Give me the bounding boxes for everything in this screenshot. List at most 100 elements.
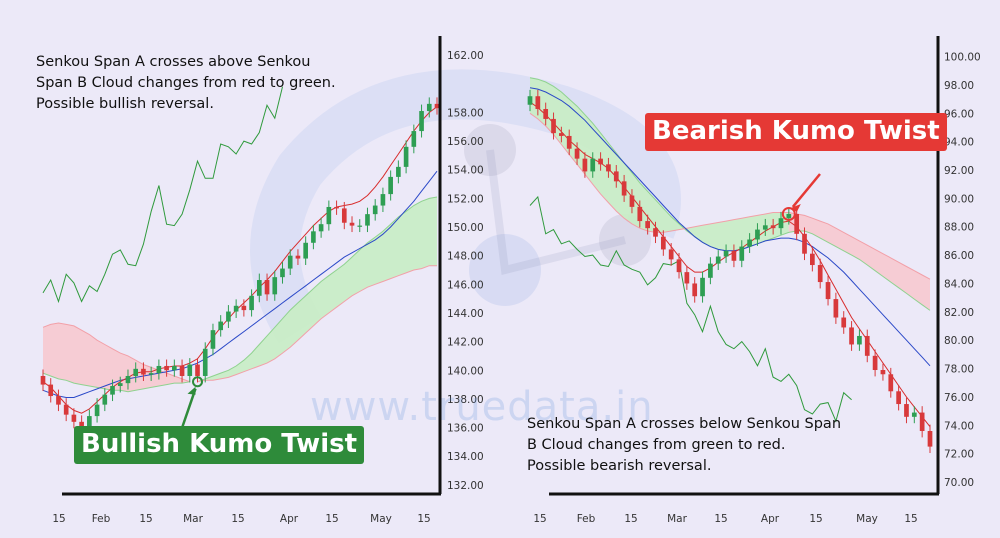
candle-body	[226, 311, 231, 322]
kijun-sen-line	[529, 87, 931, 367]
x-tick-label: 15	[809, 513, 822, 525]
candle-body	[388, 176, 393, 195]
x-tick-label: Feb	[577, 513, 596, 525]
y-tick-label: 152.00	[447, 193, 484, 205]
y-tick-label: 92.00	[944, 165, 974, 177]
candle-body	[613, 171, 619, 182]
candle-body	[380, 194, 386, 206]
candle-body	[133, 368, 139, 376]
candle-body	[841, 317, 847, 328]
candle-body	[810, 253, 815, 266]
candle-body	[904, 404, 909, 417]
candle-body	[318, 224, 324, 232]
logo-link	[486, 149, 626, 275]
candle-body	[849, 327, 854, 345]
twist-arrowhead	[187, 386, 196, 395]
candle-body	[629, 195, 635, 207]
candle-body	[598, 158, 603, 165]
watermark-text: www.truedata.in	[310, 384, 654, 430]
candle-body	[63, 404, 69, 415]
candle-body	[880, 370, 886, 375]
y-tick-label: 142.00	[447, 337, 484, 349]
candle-body	[817, 265, 823, 283]
candle-body	[341, 208, 347, 223]
x-tick-label: 15	[325, 513, 338, 525]
logo-node	[469, 234, 541, 306]
x-tick-label: 15	[624, 513, 637, 525]
y-tick-label: 94.00	[944, 137, 974, 149]
y-tick-label: 156.00	[447, 136, 484, 148]
candle-body	[833, 299, 839, 318]
y-tick-label: 144.00	[447, 308, 484, 320]
x-tick-label: Apr	[280, 513, 299, 525]
candle-body	[411, 131, 417, 147]
x-tick-label: 15	[231, 513, 244, 525]
twist-arrowhead	[790, 203, 801, 212]
candle-body	[40, 375, 46, 385]
candle-body	[326, 206, 332, 225]
y-tick-label: 150.00	[447, 222, 484, 234]
senkou-span-a-line	[197, 196, 438, 383]
y-tick-label: 134.00	[447, 451, 484, 463]
y-tick-label: 162.00	[447, 50, 484, 62]
candle-body	[256, 280, 262, 296]
candle-body	[919, 412, 925, 432]
twist-arrow	[180, 388, 197, 429]
bearish-chart: 100.00 98.00 96.00 94.00 92.00 90.00 88.00 86.0…	[527, 36, 981, 525]
senkou-span-a-line	[42, 372, 190, 393]
bullish-chart: 162.00 158.00 156.00 154.00 152.00 150.00 148.…	[40, 36, 484, 525]
y-tick-label: 86.00	[944, 250, 974, 262]
senkou-span-b-line	[529, 112, 931, 280]
candle-body	[334, 206, 339, 209]
candle-body	[543, 108, 549, 119]
candle-body	[864, 335, 870, 356]
candle-body	[79, 421, 84, 428]
candle-body	[210, 330, 216, 349]
candle-body	[802, 233, 807, 254]
candle-body	[249, 295, 254, 311]
y-tick-label: 138.00	[447, 394, 484, 406]
candle-body	[148, 373, 154, 375]
candle-body	[715, 256, 721, 264]
x-tick-label: 15	[52, 513, 65, 525]
candle-body	[202, 348, 208, 376]
candle-body	[94, 404, 100, 417]
candle-body	[896, 391, 901, 405]
candle-body	[857, 335, 862, 345]
x-tick-label: 15	[139, 513, 152, 525]
red-cloud	[788, 212, 930, 311]
logo-arc	[250, 69, 681, 344]
candle-body	[786, 213, 792, 219]
candle-body	[56, 396, 61, 405]
candle-body	[172, 365, 177, 371]
candle-body	[179, 365, 185, 376]
candle-body	[888, 374, 894, 392]
y-tick-label: 80.00	[944, 335, 974, 347]
candle-body	[927, 431, 933, 447]
y-tick-label: 72.00	[944, 449, 974, 461]
green-cloud	[530, 77, 789, 251]
candle-body	[102, 394, 108, 405]
chikou-span-line	[42, 86, 283, 304]
candle-body	[606, 164, 611, 172]
candle-body	[739, 246, 745, 261]
candle-body	[241, 305, 247, 311]
candle-body	[311, 231, 316, 243]
candle-body	[264, 280, 270, 295]
candle-body	[676, 259, 682, 273]
y-tick-label: 148.00	[447, 251, 484, 263]
candle-body	[621, 181, 627, 196]
senkou-span-b-line	[197, 265, 437, 383]
y-tick-label: 158.00	[447, 107, 484, 119]
tenkan-sen-line	[529, 101, 931, 428]
candle-body	[396, 166, 401, 177]
candle-body	[723, 250, 729, 257]
candle-body	[195, 364, 200, 376]
y-tick-label: 70.00	[944, 477, 974, 489]
candle-body	[141, 368, 146, 375]
candle-body	[218, 321, 224, 331]
candle-body	[582, 158, 588, 172]
candle-body	[527, 96, 533, 105]
x-tick-label: Mar	[667, 513, 687, 525]
